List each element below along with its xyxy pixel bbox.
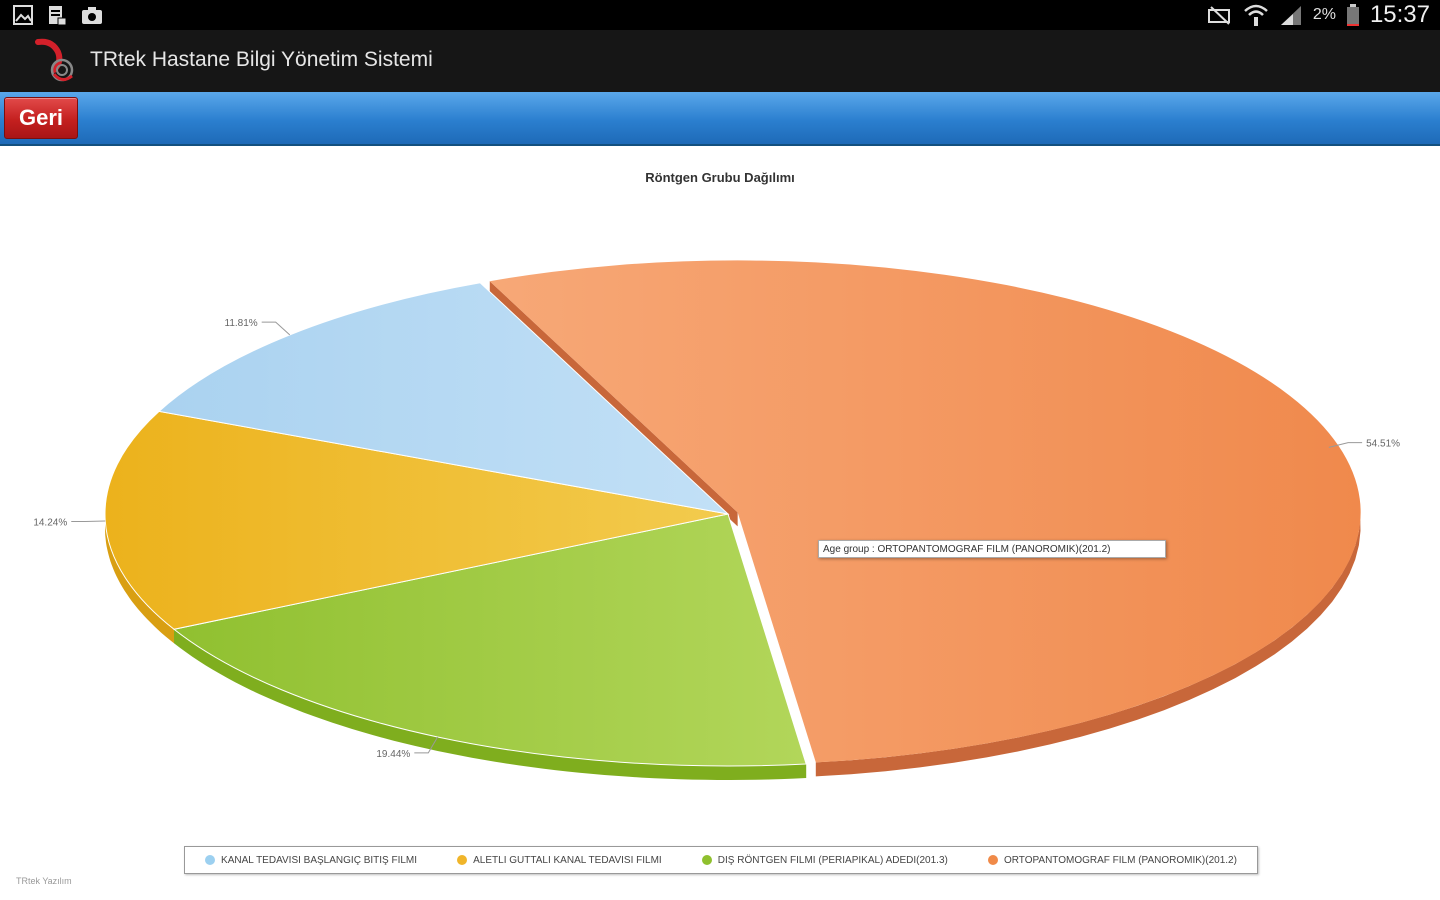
mute-icon bbox=[1207, 6, 1230, 25]
data-label-leader bbox=[71, 520, 106, 523]
pie-slice-side bbox=[105, 502, 174, 644]
data-label-leader bbox=[414, 736, 439, 754]
app-title: TRtek Hastane Bilgi Yönetim Sistemi bbox=[90, 48, 433, 71]
battery-icon bbox=[1346, 4, 1359, 26]
pie-slice[interactable] bbox=[157, 282, 730, 515]
camera-icon bbox=[82, 7, 102, 24]
legend-label: DIŞ RÖNTGEN FILMI (PERIAPIKAL) ADEDI(201… bbox=[717, 854, 948, 866]
status-bar: 2% 15:37 bbox=[0, 0, 1440, 30]
chart-legend: KANAL TEDAVISI BAŞLANGIÇ BITIŞ FILMI ALET… bbox=[184, 846, 1258, 874]
pie-slice[interactable] bbox=[489, 260, 1361, 763]
status-bar-notifications bbox=[12, 4, 104, 26]
legend-marker bbox=[987, 855, 998, 865]
gallery-icon bbox=[13, 5, 33, 25]
data-label: 11.81% bbox=[225, 318, 258, 329]
data-label: 14.24% bbox=[33, 518, 67, 529]
pie-chart: 54.51% 19.44% 14.24% 11.81% bbox=[33, 260, 1400, 780]
data-label: 19.44% bbox=[376, 749, 410, 760]
pie-slice-side bbox=[174, 629, 807, 780]
trtek-logo bbox=[35, 38, 74, 82]
chart-title: Röntgen Grubu Dağılımı bbox=[645, 170, 795, 185]
battery-percentage: 2% bbox=[1312, 6, 1336, 23]
legend-item[interactable]: DIŞ RÖNTGEN FILMI (PERIAPIKAL) ADEDI(201… bbox=[701, 854, 948, 866]
data-label: 54.51% bbox=[1366, 439, 1400, 450]
legend-item[interactable]: ORTOPANTOMOGRAF FILM (PANOROMIK)(201.2) bbox=[987, 854, 1237, 866]
legend-label: ALETLI GUTTALI KANAL TEDAVISI FILMI bbox=[473, 854, 662, 866]
pie-slice[interactable] bbox=[104, 410, 729, 630]
chart-credit: TRtek Yazılım bbox=[16, 876, 72, 886]
pie-slice-side bbox=[815, 502, 1361, 777]
legend-item[interactable]: ALETLI GUTTALI KANAL TEDAVISI FILMI bbox=[457, 855, 662, 866]
chart-tooltip: Age group : ORTOPANTOMOGRAF FILM (PANORO… bbox=[818, 540, 1166, 558]
data-label-leader bbox=[1328, 442, 1363, 448]
pie-slice[interactable] bbox=[172, 513, 807, 767]
signal-icon bbox=[1280, 6, 1301, 25]
status-bar-system: 2% 15:37 bbox=[1207, 0, 1430, 30]
legend-item[interactable]: KANAL TEDAVISI BAŞLANGIÇ BITIŞ FILMI bbox=[205, 855, 417, 866]
data-label-leader bbox=[261, 321, 291, 336]
back-button[interactable]: Geri bbox=[4, 97, 78, 139]
wifi-icon bbox=[1243, 4, 1268, 26]
document-icon bbox=[49, 6, 67, 26]
clock: 15:37 bbox=[1369, 1, 1430, 28]
action-bar: TRtek Hastane Bilgi Yönetim Sistemi bbox=[0, 30, 1440, 92]
legend-marker bbox=[205, 855, 216, 865]
legend-label: KANAL TEDAVISI BAŞLANGIÇ BITIŞ FILMI bbox=[221, 854, 418, 866]
pie-chart-container: Röntgen Grubu Dağılımı 54.51% 19.44% 14.24… bbox=[0, 146, 1440, 900]
legend-marker bbox=[457, 855, 468, 865]
legend-marker bbox=[701, 855, 712, 865]
legend-label: ORTOPANTOMOGRAF FILM (PANOROMIK)(201.2) bbox=[1003, 854, 1237, 866]
toolbar: Geri bbox=[0, 92, 1440, 146]
